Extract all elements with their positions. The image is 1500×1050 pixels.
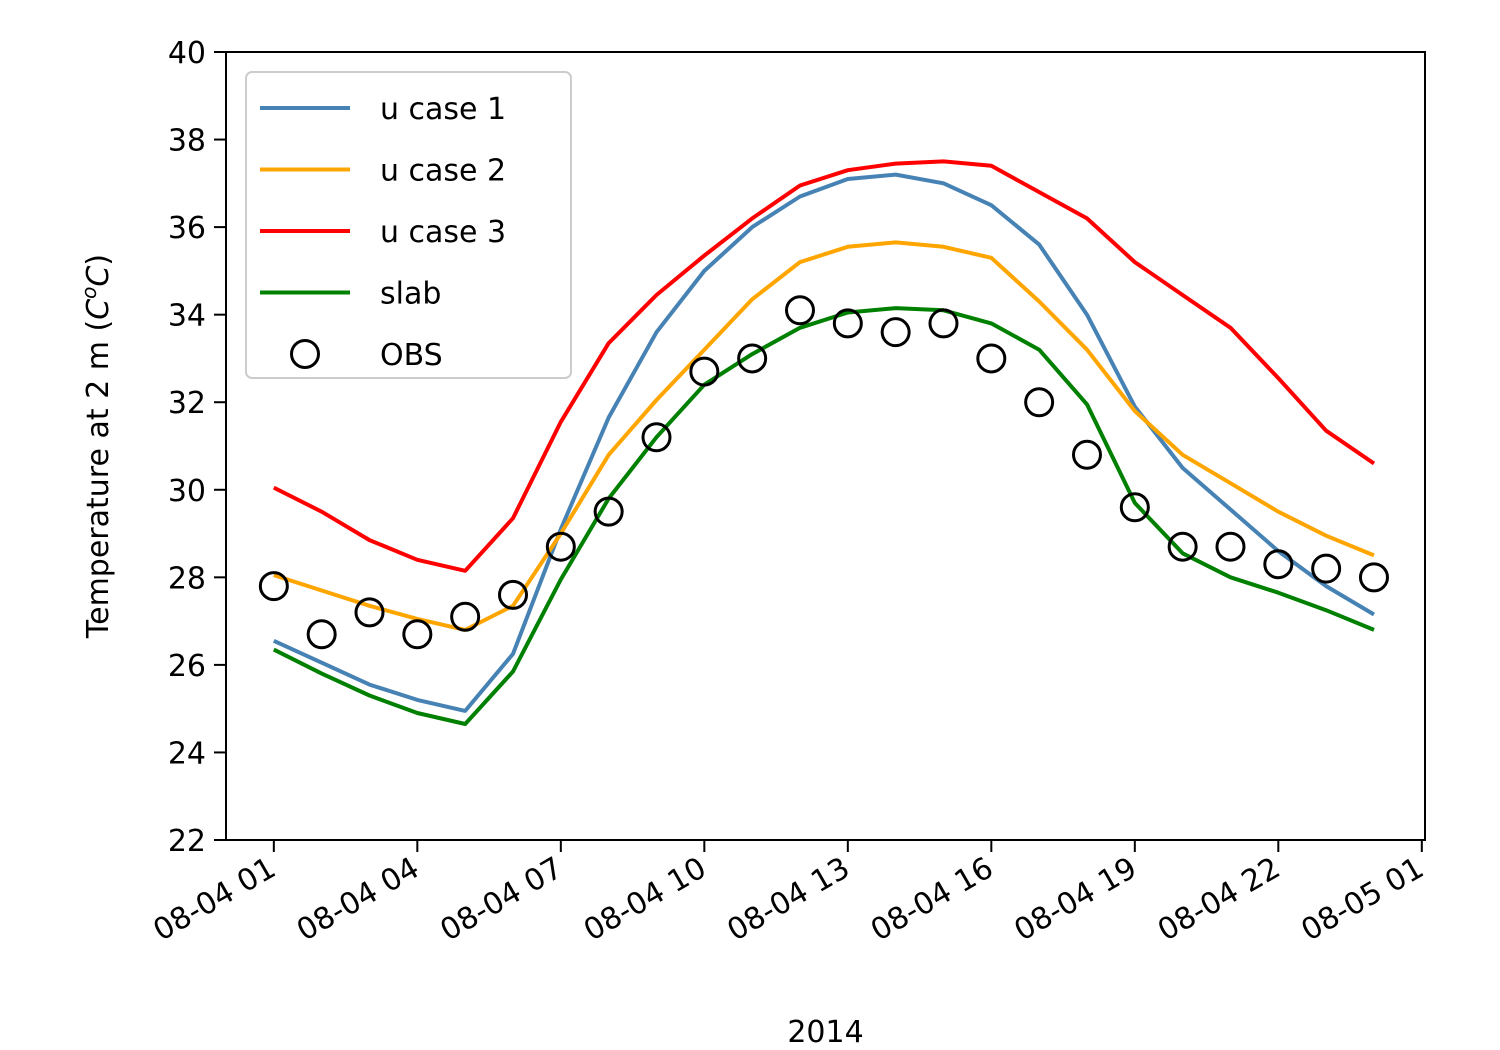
obs-point xyxy=(1263,549,1294,580)
obs-point xyxy=(737,343,768,374)
x-tick-label: 08-04 01 xyxy=(148,851,282,949)
y-tick-label: 34 xyxy=(168,299,206,334)
x-axis-label: 2014 xyxy=(787,1015,863,1050)
legend-label: slab xyxy=(380,277,441,312)
obs-point xyxy=(1119,492,1150,523)
y-tick-label: 40 xyxy=(168,36,206,71)
obs-point xyxy=(1071,439,1102,470)
obs-point xyxy=(641,422,672,453)
obs-point xyxy=(354,597,385,628)
obs-point xyxy=(545,531,576,562)
x-tick-label: 08-05 01 xyxy=(1295,851,1429,949)
y-tick-label: 22 xyxy=(168,824,206,859)
y-tick-label: 26 xyxy=(168,649,206,684)
obs-point xyxy=(784,295,815,326)
obs-point xyxy=(689,356,720,387)
y-axis-label: Temperature at 2 m (CoC) xyxy=(77,254,116,639)
x-tick-label: 08-04 16 xyxy=(865,851,999,949)
obs-point xyxy=(832,308,863,339)
obs-point xyxy=(1167,531,1198,562)
obs-point xyxy=(402,619,433,650)
obs-point xyxy=(306,619,337,650)
obs-point xyxy=(593,496,624,527)
legend-label: u case 3 xyxy=(380,215,506,250)
x-tick-label: 08-04 07 xyxy=(435,851,569,949)
obs-point xyxy=(1215,531,1246,562)
plot-marks xyxy=(258,159,1389,726)
x-tick-label: 08-04 10 xyxy=(578,851,712,949)
obs-point xyxy=(976,343,1007,374)
y-tick-label: 36 xyxy=(168,211,206,246)
legend-label: u case 2 xyxy=(380,154,506,189)
obs-point xyxy=(880,317,911,348)
y-axis: 22 24 26 28 30 32 34 36 38 40 xyxy=(168,36,226,859)
obs-point xyxy=(928,308,959,339)
y-tick-label: 32 xyxy=(168,386,206,421)
y-tick-label: 30 xyxy=(168,474,206,509)
series-line-u-case-1 xyxy=(272,172,1376,713)
y-tick-label: 28 xyxy=(168,561,206,596)
x-tick-label: 08-04 13 xyxy=(722,851,856,949)
legend-swatch xyxy=(290,339,320,369)
obs-point xyxy=(497,579,528,610)
obs-point xyxy=(258,571,289,602)
obs-point xyxy=(1024,387,1055,418)
series-line-u-case-3 xyxy=(272,159,1376,573)
y-tick-label: 24 xyxy=(168,736,206,771)
obs-point xyxy=(1358,562,1389,593)
x-tick-label: 08-04 04 xyxy=(291,851,425,949)
x-tick-label: 08-04 19 xyxy=(1008,851,1142,949)
legend-label: u case 1 xyxy=(380,92,506,127)
legend: u case 1 u case 2 u case 3 slab OBS xyxy=(245,71,572,379)
y-tick-label: 38 xyxy=(168,124,206,159)
obs-point xyxy=(450,601,481,632)
obs-point xyxy=(1311,553,1342,584)
legend-label: OBS xyxy=(380,338,443,373)
x-tick-label: 08-04 22 xyxy=(1152,851,1286,949)
x-axis: 08-04 01 08-04 04 08-04 07 08-04 10 08-04 13… xyxy=(148,840,1430,948)
legend-box xyxy=(245,71,572,379)
plot-area-frame xyxy=(225,51,1426,841)
